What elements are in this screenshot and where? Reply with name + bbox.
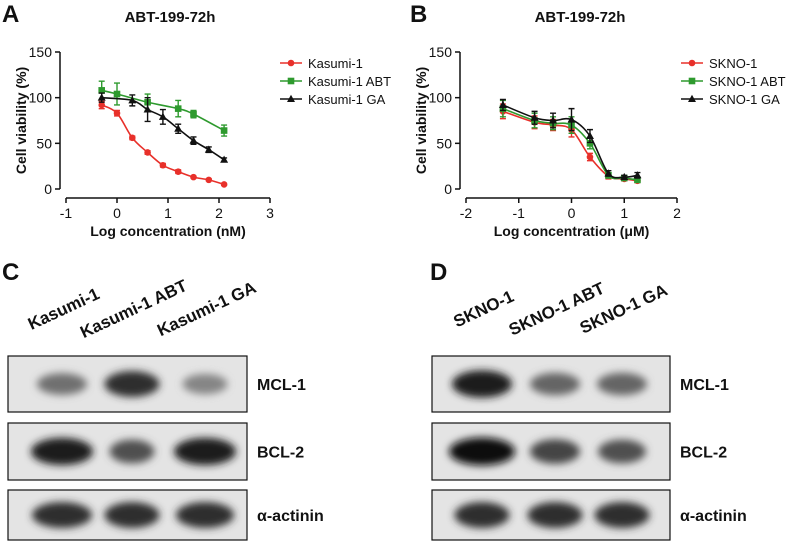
point [586, 140, 594, 147]
point [98, 87, 105, 94]
point [143, 105, 152, 113]
legend-marker [287, 94, 295, 102]
point [190, 173, 197, 181]
x-tick-label: 0 [568, 205, 576, 221]
point [158, 112, 167, 120]
point [174, 168, 182, 175]
x-tick-label: 1 [620, 205, 628, 221]
chart-title: ABT-199-72h [535, 9, 626, 26]
x-tick-label: -1 [513, 205, 526, 221]
panel-label: A [2, 1, 19, 28]
y-axis-label: Cell viability (%) [13, 67, 29, 174]
point [144, 149, 151, 156]
row-label: MCL-1 [680, 377, 729, 394]
point [174, 105, 182, 112]
panel-label: B [410, 1, 427, 28]
row-label: α-actinin [680, 508, 747, 525]
legend-marker [287, 77, 295, 85]
y-tick-label: 0 [444, 181, 452, 197]
point [220, 127, 228, 134]
blot-band [454, 502, 510, 528]
blot-band [594, 502, 650, 528]
blot-band [527, 502, 583, 528]
row-label: BCL-2 [680, 445, 727, 462]
point [620, 172, 629, 181]
blot-band [530, 372, 580, 396]
blot-band [530, 439, 580, 464]
blot-band [597, 372, 647, 396]
blot-band [104, 502, 160, 528]
legend-marker [287, 59, 295, 67]
legend-label: SKNO-1 [709, 56, 757, 71]
x-axis-label: Log concentration (μM) [494, 223, 650, 239]
panel-label: C [2, 259, 19, 286]
point [98, 101, 105, 109]
y-tick-label: 150 [429, 44, 453, 60]
x-tick-label: 2 [215, 205, 223, 221]
row-label: α-actinin [257, 508, 324, 525]
y-tick-label: 50 [436, 135, 452, 151]
point [129, 134, 136, 142]
legend-marker [688, 59, 696, 67]
y-tick-label: 0 [44, 181, 52, 197]
point [585, 131, 594, 140]
point [586, 153, 594, 161]
blot-band [32, 502, 92, 528]
chart-title: ABT-199-72h [125, 9, 216, 26]
blot-band [104, 371, 160, 397]
legend-label: SKNO-1 GA [709, 92, 780, 107]
blot-band [449, 437, 515, 466]
blot-band [31, 437, 93, 466]
legend-marker [688, 77, 696, 85]
point [174, 124, 183, 132]
x-tick-label: -2 [460, 205, 473, 221]
fit-curve [101, 96, 225, 161]
point [530, 113, 539, 121]
blot-band [109, 439, 155, 464]
y-tick-label: 100 [429, 90, 453, 106]
legend-label: Kasumi-1 [308, 56, 363, 71]
point [549, 116, 558, 124]
point [189, 136, 198, 144]
point [205, 176, 213, 184]
point [220, 181, 228, 188]
point [113, 90, 121, 98]
blot-band [37, 373, 87, 395]
y-tick-label: 50 [36, 135, 52, 151]
blot-band [452, 370, 512, 398]
x-tick-label: 2 [673, 205, 681, 221]
point [604, 169, 613, 177]
legend-label: Kasumi-1 GA [308, 92, 386, 107]
row-label: MCL-1 [257, 377, 306, 394]
point [633, 171, 642, 179]
point [128, 96, 137, 104]
blot-band [176, 502, 234, 528]
panel-label: D [430, 259, 447, 286]
y-axis-label: Cell viability (%) [413, 67, 429, 174]
x-tick-label: 0 [113, 205, 121, 221]
legend-label: Kasumi-1 ABT [308, 74, 391, 89]
x-axis-label: Log concentration (nM) [90, 223, 246, 239]
x-tick-label: 3 [266, 205, 274, 221]
row-label: BCL-2 [257, 445, 304, 462]
blot-band [598, 439, 646, 464]
blot-band [182, 373, 228, 395]
y-tick-label: 150 [29, 44, 53, 60]
point [567, 115, 576, 123]
x-tick-label: -1 [60, 205, 73, 221]
legend-marker [688, 94, 696, 102]
point [113, 109, 121, 117]
point [204, 145, 213, 153]
point [634, 176, 641, 184]
point [498, 100, 507, 108]
y-tick-label: 100 [29, 90, 53, 106]
point [159, 161, 167, 169]
point [220, 155, 229, 163]
x-tick-label: 1 [164, 205, 172, 221]
point [190, 110, 197, 118]
point [97, 93, 106, 101]
blot-band [174, 437, 236, 466]
legend-label: SKNO-1 ABT [709, 74, 786, 89]
